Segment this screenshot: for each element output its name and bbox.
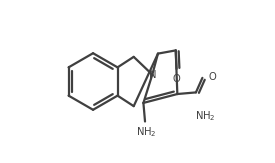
Text: NH$_2$: NH$_2$ [136, 126, 156, 139]
Text: O: O [173, 74, 181, 84]
Text: O: O [209, 72, 217, 82]
Text: N: N [148, 70, 156, 80]
Text: NH$_2$: NH$_2$ [196, 109, 216, 123]
